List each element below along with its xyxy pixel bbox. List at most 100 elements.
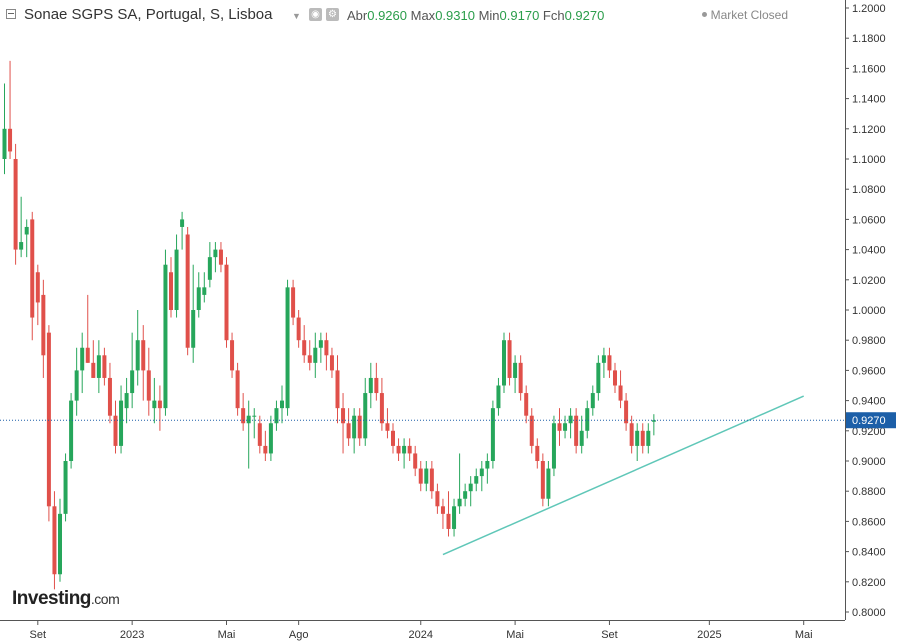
candle-body: [490, 408, 495, 461]
candle-body: [535, 445, 540, 461]
candle-body: [207, 257, 212, 280]
candle-body: [213, 249, 218, 258]
candle-body: [191, 310, 196, 348]
high-value: 0.9310: [435, 8, 475, 23]
candle-body: [180, 219, 185, 227]
overlay-layer: [0, 395, 845, 556]
candle-body: [124, 393, 129, 409]
low-label: Min: [478, 8, 500, 23]
candle-body: [518, 362, 523, 394]
candle-body: [579, 430, 584, 446]
candle-body: [640, 430, 645, 446]
candle-body: [596, 362, 601, 394]
y-tick-label: 1.2000: [852, 3, 886, 15]
candle-body: [224, 264, 229, 341]
x-tick-label: 2025: [697, 629, 721, 641]
candle-body: [563, 423, 568, 431]
candle-body: [257, 423, 262, 446]
candle-body: [19, 242, 24, 250]
candle-body: [296, 317, 301, 341]
candle-body: [268, 423, 273, 454]
candle-body: [157, 400, 162, 409]
candle-body: [629, 423, 634, 446]
candle-body: [113, 415, 118, 446]
high-label: Max: [410, 8, 436, 23]
y-tick-label: 1.1600: [852, 63, 886, 75]
candle-body: [307, 355, 312, 363]
close-value: 0.9270: [564, 8, 605, 23]
y-tick-label: 0.9800: [852, 335, 886, 347]
candle-body: [196, 287, 201, 310]
candle-body: [174, 249, 179, 310]
candle-body: [346, 423, 351, 439]
x-tick-label: 2024: [409, 629, 433, 641]
candle-body: [318, 340, 323, 348]
candle-body: [424, 468, 429, 484]
candle-body: [324, 340, 329, 356]
candle-body: [135, 340, 140, 371]
visibility-icon[interactable]: ◉: [309, 8, 322, 21]
candle-body: [479, 468, 484, 477]
candle-body: [202, 287, 207, 295]
market-status-text: Market Closed: [710, 8, 788, 22]
candle-body: [407, 445, 412, 454]
candle-body: [341, 408, 346, 424]
chart-title: Sonae SGPS SA, Portugal, S, Lisboa: [24, 6, 273, 23]
candle-body: [551, 423, 556, 469]
chevron-down-icon[interactable]: ▼: [292, 11, 301, 21]
candle-body: [146, 370, 151, 401]
candle-body: [485, 461, 490, 469]
x-tick-label: Set: [601, 629, 618, 641]
candle-body: [540, 461, 545, 499]
candle-body: [13, 159, 18, 250]
investing-logo[interactable]: Investing.com: [12, 588, 120, 610]
candle-body: [291, 287, 296, 318]
y-tick-label: 0.9400: [852, 396, 886, 408]
candle-body: [546, 468, 551, 499]
candle-body: [601, 355, 606, 363]
candle-body: [646, 430, 651, 446]
y-tick-label: 0.8400: [852, 547, 886, 559]
candle-body: [163, 264, 168, 409]
candle-body: [35, 272, 40, 303]
y-tick-label: 1.1800: [852, 33, 886, 45]
candle-body: [440, 506, 445, 514]
candle-body: [80, 347, 85, 371]
candle-body: [624, 400, 629, 424]
candle-body: [58, 513, 62, 575]
candle-body: [280, 400, 284, 409]
candle-body: [502, 340, 506, 386]
candle-body: [352, 415, 357, 439]
candle-body: [413, 453, 418, 469]
candle-body: [2, 128, 7, 159]
candle-body: [246, 415, 251, 424]
candle-body: [335, 370, 340, 409]
candle-body: [30, 219, 35, 318]
y-tick-label: 1.0600: [852, 214, 886, 226]
candle-body: [8, 128, 13, 152]
candle-body: [96, 355, 101, 378]
candle-body: [102, 355, 107, 378]
logo-name: Investing: [12, 588, 91, 609]
y-tick-label: 0.9600: [852, 365, 886, 377]
candle-body: [651, 420, 656, 422]
x-tick-label: Mai: [218, 629, 236, 641]
candle-body: [235, 370, 240, 409]
low-value: 0.9170: [499, 8, 540, 23]
candle-body: [329, 355, 334, 371]
collapse-icon[interactable]: [6, 9, 16, 19]
candle-body: [429, 468, 434, 492]
y-tick-label: 1.0200: [852, 275, 886, 287]
ohlc-readout: Abr0.9260 Max0.9310 Min0.9170 Fch0.9270: [347, 8, 604, 23]
settings-icon[interactable]: ⚙: [326, 8, 339, 21]
candle-body: [618, 385, 623, 401]
candle-body: [130, 370, 135, 394]
candle-body: [152, 400, 157, 409]
candle-body: [607, 355, 612, 371]
y-tick-label: 1.0800: [852, 184, 886, 196]
y-tick-label: 0.8200: [852, 577, 886, 589]
candle-body: [568, 415, 573, 424]
candle-body: [418, 468, 423, 484]
